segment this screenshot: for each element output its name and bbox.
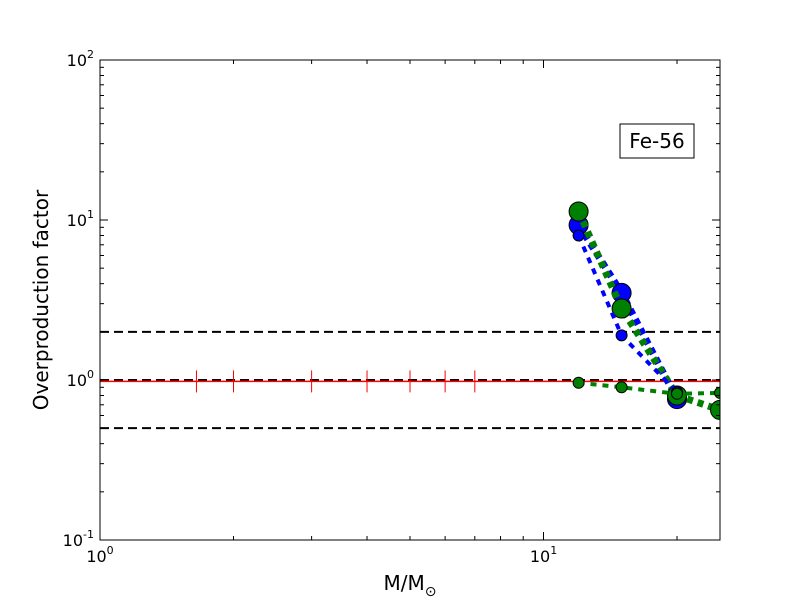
data-point-s1-0	[568, 201, 589, 222]
data-point-s2-0	[572, 229, 585, 242]
series-layer	[568, 201, 720, 420]
x-tick-label-1: 101	[530, 544, 557, 566]
x-tick-label-0: 100	[86, 544, 113, 566]
axis-ticks	[99, 59, 720, 541]
annotation-label: Fe-56	[629, 129, 684, 153]
annotation-box: Fe-56	[619, 123, 695, 159]
data-point-s3-1	[615, 381, 628, 394]
y-axis-label: Overproduction factor	[29, 189, 53, 410]
series-line-3	[578, 380, 720, 396]
y-tick-label-2: 101	[67, 208, 94, 230]
x-axis-label: M/M⊙	[384, 571, 437, 600]
data-point-s1-1	[611, 298, 632, 319]
data-point-s3-2	[671, 387, 683, 400]
series-line-1	[575, 210, 720, 414]
y-tick-label-0: 10-1	[63, 528, 94, 550]
data-point-s2-1	[615, 329, 628, 342]
y-tick-label-3: 102	[67, 48, 94, 70]
reference-lines	[100, 330, 720, 430]
data-point-s3-0	[572, 376, 585, 389]
y-tick-label-1: 100	[67, 368, 94, 390]
